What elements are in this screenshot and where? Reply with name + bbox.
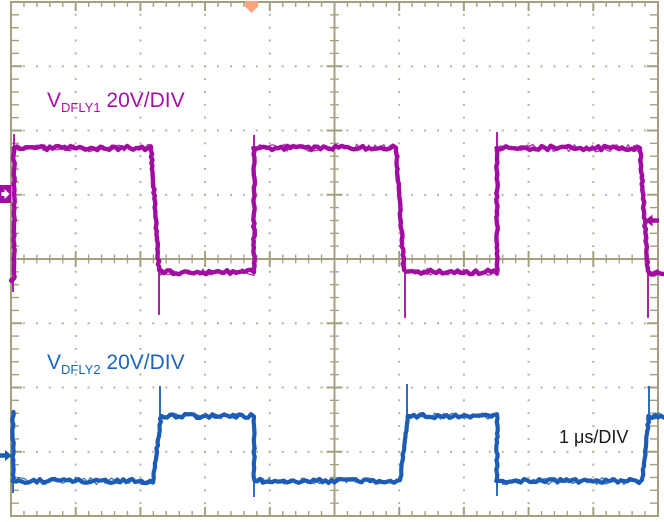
timebase-label: 1 μs/DIV bbox=[559, 427, 629, 447]
ch2-scale: 20V/DIV bbox=[100, 351, 185, 374]
ch2-trace bbox=[10, 384, 664, 497]
graticule-dots bbox=[22, 13, 647, 505]
ch1-subscript: DFLY1 bbox=[61, 100, 101, 116]
ch1-symbol: V bbox=[47, 89, 62, 112]
ch2-ground-marker bbox=[0, 450, 12, 461]
ch2-subscript: DFLY2 bbox=[61, 362, 101, 378]
graticule-center-lines bbox=[10, 1, 659, 517]
ch1-scale: 20V/DIV bbox=[100, 89, 185, 112]
ch1-trigger-level-marker bbox=[645, 214, 659, 227]
ch1-label: VDFLY1 20V/DIV bbox=[47, 89, 185, 116]
ch1-ground-marker bbox=[0, 185, 11, 203]
trigger-marker bbox=[245, 1, 258, 13]
ch1-trace bbox=[8, 132, 664, 318]
ch2-label: VDFLY2 20V/DIV bbox=[47, 351, 185, 378]
ch2-symbol: V bbox=[47, 351, 62, 374]
